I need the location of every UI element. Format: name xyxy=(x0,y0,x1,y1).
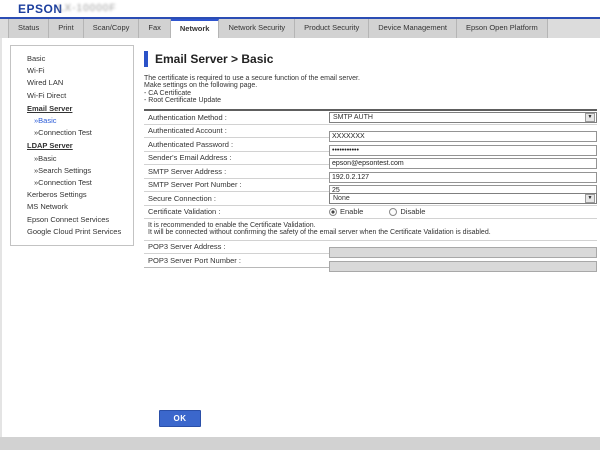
sidebar-item-google-cloud-print-services[interactable]: Google Cloud Print Services xyxy=(27,226,122,236)
secure-connection-label: Secure Connection : xyxy=(148,193,216,203)
disable-radio-label: Disable xyxy=(400,207,426,217)
note-line-2: It will be connected without confirming … xyxy=(148,229,491,237)
certificate-validation-disable-option[interactable]: Disable xyxy=(389,207,425,216)
smtp-server-address-input[interactable] xyxy=(329,171,597,183)
authentication-method-label: Authentication Method : xyxy=(148,112,227,122)
pop3-server-address-input xyxy=(329,247,597,259)
email-server-form: Authentication Method : SMTP AUTH ▼ Auth… xyxy=(144,109,597,272)
senders-email-address-input[interactable] xyxy=(329,158,597,170)
tab-scan-copy[interactable]: Scan/Copy xyxy=(83,19,140,38)
sidebar-item-kerberos-settings[interactable]: Kerberos Settings xyxy=(27,190,87,200)
authenticated-account-label: Authenticated Account : xyxy=(148,126,227,136)
authenticated-account-input[interactable] xyxy=(329,131,597,143)
intro-line-2: Make settings on the following page. xyxy=(144,82,258,90)
sidebar-item-ldap-connection-test[interactable]: »Connection Test xyxy=(34,178,92,188)
app-header: EPSON LX-10000F xyxy=(0,0,600,17)
ok-button[interactable]: OK xyxy=(159,410,201,427)
radio-unselected-icon[interactable] xyxy=(389,207,398,216)
sidebar-item-ms-network[interactable]: MS Network xyxy=(27,202,68,212)
sidebar-item-wifi[interactable]: Wi-Fi xyxy=(27,66,45,76)
main-tab-bar: Status Print Scan/Copy Fax Network Netwo… xyxy=(0,19,600,38)
certificate-validation-label: Certificate Validation : xyxy=(148,207,221,217)
row-pop3-server-port-number: POP3 Server Port Number : xyxy=(144,254,597,272)
sidebar-item-ldap-basic[interactable]: »Basic xyxy=(34,153,57,163)
authenticated-password-label: Authenticated Password : xyxy=(148,139,234,149)
note-line-1: It is recommended to enable the Certific… xyxy=(148,221,316,229)
tab-network-security[interactable]: Network Security xyxy=(219,19,296,38)
pop3-server-port-number-label: POP3 Server Port Number : xyxy=(148,255,241,265)
authenticated-password-input[interactable] xyxy=(329,144,597,156)
authentication-method-value: SMTP AUTH xyxy=(333,113,373,121)
smtp-server-port-number-label: SMTP Server Port Number : xyxy=(148,180,242,190)
tab-fax[interactable]: Fax xyxy=(139,19,171,38)
secure-connection-value: None xyxy=(333,194,350,202)
sidebar-section-email-server[interactable]: Email Server xyxy=(27,103,73,113)
row-certificate-validation: Certificate Validation : Enable Disable xyxy=(144,206,597,220)
sidebar-item-epson-connect-services[interactable]: Epson Connect Services xyxy=(27,214,110,224)
certificate-validation-note: It is recommended to enable the Certific… xyxy=(144,219,597,241)
sidebar-item-basic[interactable]: Basic xyxy=(27,54,46,63)
row-smtp-server-address: SMTP Server Address : xyxy=(144,165,597,183)
dropdown-arrow-icon[interactable]: ▼ xyxy=(585,112,595,122)
smtp-server-address-label: SMTP Server Address : xyxy=(148,166,227,176)
main-panel: Email Server > Basic The certificate is … xyxy=(144,38,597,437)
page-title-row: Email Server > Basic xyxy=(144,51,597,67)
intro-text: The certificate is required to use a sec… xyxy=(144,75,597,104)
sidebar-item-ldap-search-settings[interactable]: »Search Settings xyxy=(34,165,92,175)
tab-status[interactable]: Status xyxy=(8,19,50,38)
row-pop3-server-address: POP3 Server Address : xyxy=(144,241,597,259)
header-divider xyxy=(0,17,600,19)
tab-network[interactable]: Network xyxy=(170,19,220,38)
sidebar-item-email-server-basic[interactable]: »Basic xyxy=(34,116,57,126)
row-authenticated-password: Authenticated Password : xyxy=(144,138,597,156)
sidebar-item-email-server-connection-test[interactable]: »Connection Test xyxy=(34,128,92,138)
authentication-method-select[interactable]: SMTP AUTH ▼ xyxy=(329,111,597,123)
intro-line-1: The certificate is required to use a sec… xyxy=(144,75,360,82)
row-authenticated-account: Authenticated Account : xyxy=(144,125,597,143)
pop3-server-address-label: POP3 Server Address : xyxy=(148,242,226,252)
certificate-validation-enable-option[interactable]: Enable xyxy=(329,207,363,216)
enable-radio-label: Enable xyxy=(340,207,364,217)
tab-print[interactable]: Print xyxy=(49,19,84,38)
certificate-validation-radio-group: Enable Disable xyxy=(329,206,597,217)
title-accent-bar xyxy=(144,51,148,67)
senders-email-address-label: Sender's Email Address : xyxy=(148,153,232,163)
row-authentication-method: Authentication Method : SMTP AUTH ▼ xyxy=(144,111,597,125)
dropdown-arrow-icon[interactable]: ▼ xyxy=(585,193,595,203)
network-sidebar: Basic Wi-Fi Wired LAN Wi-Fi Direct Email… xyxy=(10,45,134,247)
sidebar-section-ldap-server[interactable]: LDAP Server xyxy=(27,141,73,151)
row-smtp-server-port-number: SMTP Server Port Number : xyxy=(144,179,597,197)
intro-line-4: - Root Certificate Update xyxy=(144,96,222,104)
intro-line-3: - CA Certificate xyxy=(144,89,192,97)
printer-model-name: LX-10000F xyxy=(58,3,117,14)
tab-product-security[interactable]: Product Security xyxy=(295,19,370,38)
page-title: Email Server > Basic xyxy=(155,52,274,66)
tab-device-management[interactable]: Device Management xyxy=(369,19,457,38)
tab-epson-open-platform[interactable]: Epson Open Platform xyxy=(457,19,548,38)
sidebar-item-wifi-direct[interactable]: Wi-Fi Direct xyxy=(27,90,67,100)
epson-logo: EPSON xyxy=(18,2,63,16)
pop3-server-port-number-input xyxy=(329,260,597,272)
secure-connection-select[interactable]: None ▼ xyxy=(329,192,597,204)
row-secure-connection: Secure Connection : None ▼ xyxy=(144,192,597,206)
content-area: Basic Wi-Fi Wired LAN Wi-Fi Direct Email… xyxy=(0,38,600,437)
footer-bar xyxy=(0,437,600,450)
row-senders-email-address: Sender's Email Address : xyxy=(144,152,597,170)
sidebar-item-wired-lan[interactable]: Wired LAN xyxy=(27,78,64,88)
radio-selected-icon[interactable] xyxy=(329,207,337,216)
